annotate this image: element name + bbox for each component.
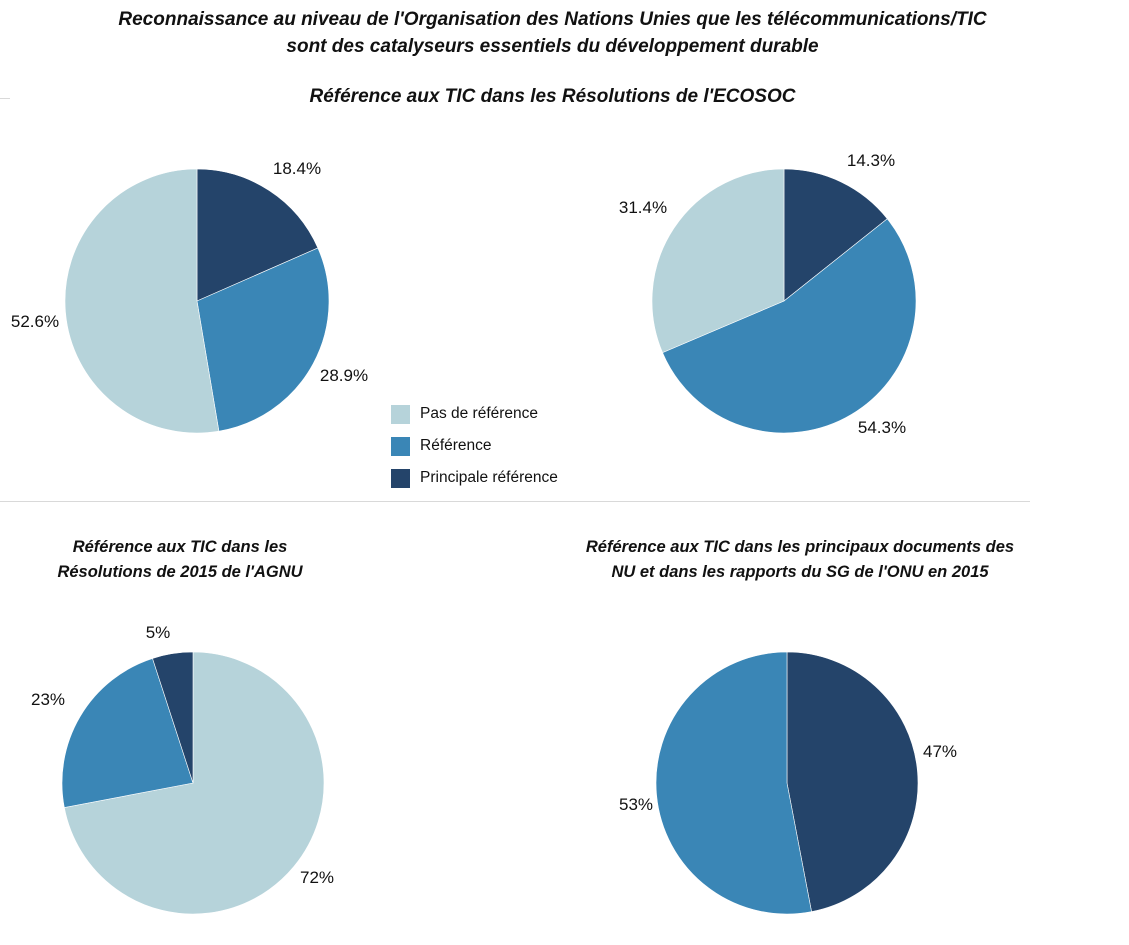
legend-label: Principale référence xyxy=(420,469,558,486)
pie-chart-4: 47% 53% xyxy=(619,651,957,915)
pie-slice-pas-de-r-f-rence xyxy=(64,168,220,434)
chart-4-title-line-2: NU et dans les rapports du SG de l'ONU e… xyxy=(611,563,989,581)
pie-slice-r-f-rence xyxy=(655,651,812,915)
pie-slice-label: 53% xyxy=(619,795,653,814)
pie-slice-label: 18.4% xyxy=(273,159,321,178)
pie-slice-label: 23% xyxy=(31,690,65,709)
pie-slice-principale-r-f-rence xyxy=(783,168,888,302)
legend-item-reference: Référence xyxy=(391,430,558,462)
pie-slice-principale-r-f-rence xyxy=(196,168,319,302)
pie-slice-label: 14.3% xyxy=(847,151,895,170)
chart-3-title-line-1: Référence aux TIC dans les xyxy=(72,538,288,556)
legend-swatch xyxy=(391,404,410,424)
legend-label: Pas de référence xyxy=(420,405,539,422)
pie-slice-pas-de-r-f-rence xyxy=(63,651,325,915)
pie-slice-label: 28.9% xyxy=(320,366,368,385)
pie-slice-r-f-rence xyxy=(61,658,194,808)
legend-item-principale-reference: Principale référence xyxy=(391,462,558,494)
main-title-line-2: sont des catalyseurs essentiels du dével… xyxy=(286,36,819,57)
main-title: Reconnaissance au niveau de l'Organisati… xyxy=(0,6,1105,60)
pie-slice-label: 72% xyxy=(300,868,334,887)
pie-slice-principale-r-f-rence xyxy=(152,651,194,784)
chart-4-title: Référence aux TIC dans les principaux do… xyxy=(540,535,1060,585)
legend-swatch xyxy=(391,468,410,488)
pie-chart-3: 72% 23% 5% xyxy=(31,623,334,915)
pie-chart-2: 14.3% 54.3% 31.4% xyxy=(619,151,917,437)
middle-divider xyxy=(0,501,1030,502)
legend-label: Référence xyxy=(420,437,492,454)
pie-slice-r-f-rence xyxy=(662,218,917,434)
pie-slice-label: 52.6% xyxy=(11,312,59,331)
pie-slice-label: 47% xyxy=(923,742,957,761)
ecosoc-section-title: Référence aux TIC dans les Résolutions d… xyxy=(309,86,796,107)
legend-item-pas-de-reference: Pas de référence xyxy=(391,398,558,430)
pie-chart-1: 18.4% 28.9% 52.6% xyxy=(11,159,368,434)
pie-slice-r-f-rence xyxy=(196,247,330,432)
chart-3-title-line-2: Résolutions de 2015 de l'AGNU xyxy=(57,563,303,581)
pie-slice-label: 54.3% xyxy=(858,418,906,437)
pie-slice-principale-r-f-rence xyxy=(786,651,919,913)
pie-slice-label: 31.4% xyxy=(619,198,667,217)
main-title-line-1: Reconnaissance au niveau de l'Organisati… xyxy=(118,9,987,30)
chart-4-title-line-1: Référence aux TIC dans les principaux do… xyxy=(585,538,1015,556)
legend-swatch xyxy=(391,436,410,456)
pie-slice-label: 5% xyxy=(146,623,171,642)
pie-slice-pas-de-r-f-rence xyxy=(651,168,785,354)
chart-3-title: Référence aux TIC dans les Résolutions d… xyxy=(0,535,360,585)
top-left-divider xyxy=(0,98,10,99)
legend: Pas de référence Référence Principale ré… xyxy=(391,398,558,494)
